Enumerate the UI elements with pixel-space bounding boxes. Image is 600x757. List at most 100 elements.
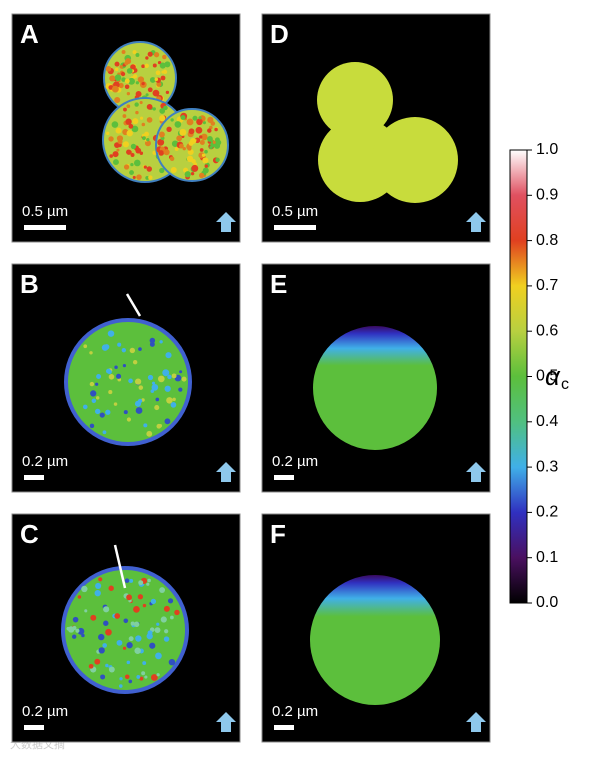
speckle [130,64,136,70]
speckle [122,646,127,650]
scale-bar-label: 0.5 µm [272,203,318,220]
particle [61,566,189,694]
speckle [109,154,114,158]
speckle [179,128,187,136]
speckle [158,131,165,138]
speckle [130,153,135,158]
speckle [114,97,121,104]
speckle [114,613,121,619]
speckle [108,136,114,142]
speckle [144,63,149,68]
speckle [139,116,144,120]
speckle [149,642,156,649]
panel-label: F [270,519,286,549]
speckle [121,50,126,54]
speckle [126,130,133,137]
scale-bar-label: 0.5 µm [22,203,68,220]
speckle [77,595,82,599]
speckle [124,61,129,66]
speckle [105,628,112,636]
speckle [214,127,218,132]
speckle [122,364,127,368]
speckle [146,117,153,123]
speckle [162,69,168,75]
speckle [157,60,162,65]
speckle [94,658,101,665]
speckle [126,660,131,665]
speckle [167,598,174,604]
speckle [215,139,222,146]
speckle [212,140,216,144]
speckle [108,666,115,673]
particle [310,575,440,705]
speckle [130,162,134,167]
panel: B 0.2 µm [11,263,241,493]
speckle [181,376,187,382]
arrow [113,544,127,589]
speckle [115,127,122,134]
speckle [149,77,156,83]
speckle [134,378,142,385]
speckle [90,390,97,397]
scale-bar-label: 0.2 µm [22,703,68,720]
speckle [88,663,94,669]
speckle [112,151,119,158]
speckle [141,671,146,676]
speckle [111,121,119,128]
speckle [135,110,139,115]
colorbar-tick-label: 0.3 [536,458,558,475]
speckle [132,50,137,55]
speckle [133,606,140,613]
speckle [94,408,101,415]
speckle [134,647,141,654]
speckle [103,620,109,626]
speckle [190,171,195,176]
panel-label: E [270,269,287,299]
speckle [114,142,120,148]
speckle [160,75,166,81]
speckle [106,131,110,136]
speckle [215,157,220,163]
speckle [133,159,141,167]
scale-bar [274,225,316,230]
colorbar-tick-label: 0.9 [536,187,558,204]
speckle [89,423,95,429]
speckle [201,153,206,157]
speckle [120,71,126,77]
panel-label: A [20,19,39,49]
speckle [145,93,149,97]
speckle [166,126,172,133]
speckle [118,684,123,688]
speckle [159,167,165,174]
panel-label: D [270,19,289,49]
speckle [132,359,138,365]
speckle [146,166,153,172]
speckle [168,658,176,666]
orientation-arrow [216,212,236,232]
speckle [132,175,136,179]
speckle [114,74,122,81]
orientation-arrow [216,712,236,732]
speckle [131,125,139,133]
speckle [142,661,147,665]
speckle [171,373,177,379]
speckle [163,605,170,612]
speckle [150,389,155,393]
speckle [172,397,176,402]
speckle [126,104,131,109]
speckle [153,52,160,58]
speckle [176,135,183,142]
speckle [147,87,153,93]
speckle [163,105,168,111]
speckle [154,627,161,634]
speckle [180,115,186,121]
speckle [178,387,183,392]
speckle [135,147,142,154]
colorbar-tick-label: 0.7 [536,277,558,294]
speckle [82,404,88,410]
speckle [108,390,113,395]
speckle [154,77,159,82]
speckle [90,614,97,621]
speckle [109,75,116,82]
speckle [195,126,203,134]
